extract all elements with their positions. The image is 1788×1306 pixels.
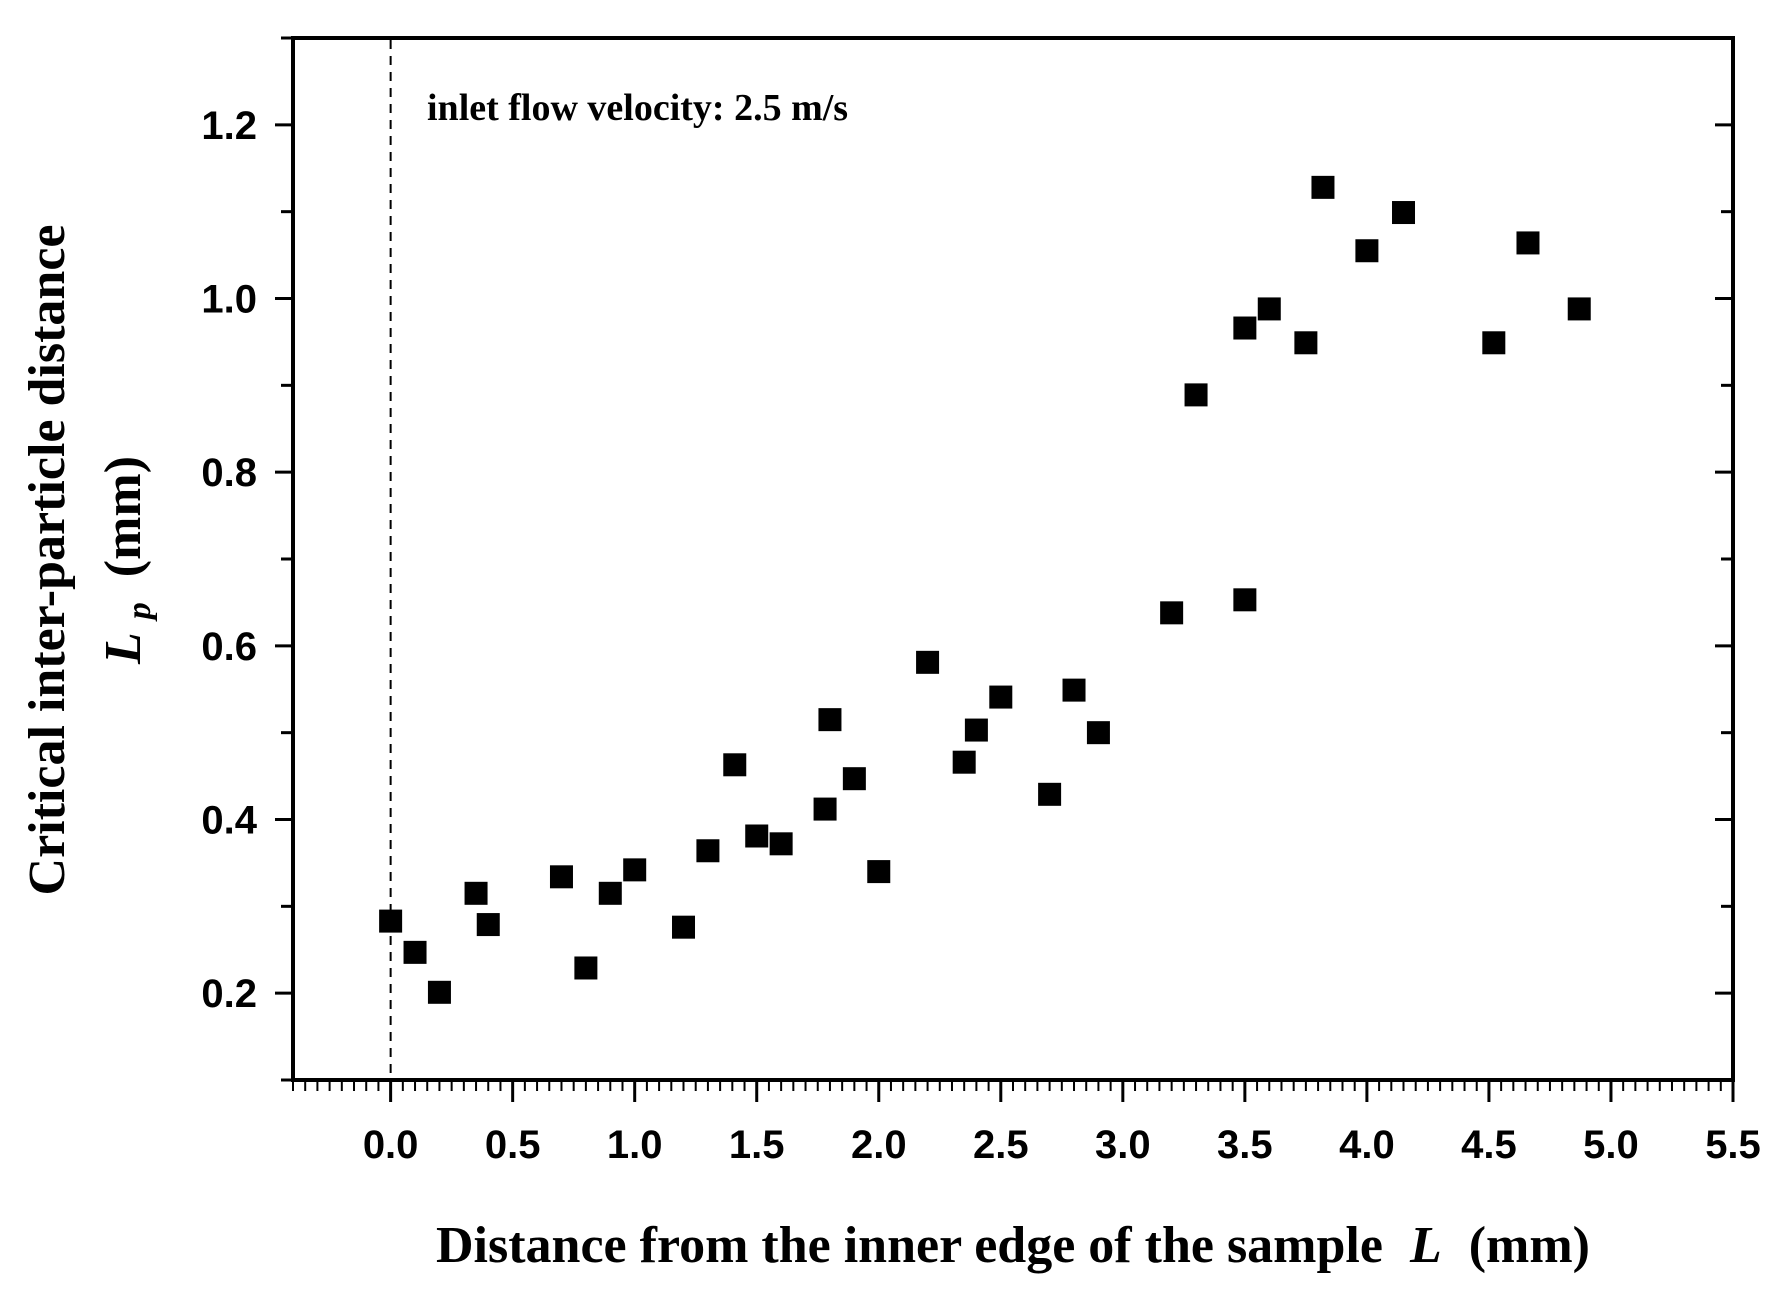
data-point [952,750,976,774]
data-point [813,797,837,821]
y-axis-title-line2: L p (mm) [95,456,162,665]
y-ticks [275,36,1733,1082]
x-major-ticks [389,1080,1735,1102]
x-tick-label: 4.0 [1339,1123,1395,1167]
data-point [403,940,427,964]
data-point [1516,231,1540,255]
x-tick-label: 3.0 [1095,1123,1151,1167]
data-point [1233,588,1257,612]
x-tick-label: 5.0 [1583,1123,1639,1167]
data-point [818,708,842,732]
data-point [598,881,622,905]
y-tick-label: 0.8 [201,451,257,495]
y-axis-title-line1: Critical inter-particle distance [19,225,76,896]
data-point [989,685,1013,709]
data-point [574,956,598,980]
data-point [723,753,747,777]
data-point [1184,383,1208,407]
data-point [1482,331,1506,355]
data-point [842,767,866,791]
data-point [476,913,500,937]
data-point [1038,782,1062,806]
data-point [1062,678,1086,702]
x-axis-title-unit: (mm) [1469,1217,1590,1274]
y-tick-labels: 0.2 0.4 0.6 0.8 1.0 1.2 [201,104,257,1016]
chart-annotation: inlet flow velocity: 2.5 m/s [427,87,848,129]
x-axis-title-var: L [1409,1217,1442,1274]
y-axis-title-unit: (mm) [95,456,152,577]
data-point [1257,297,1281,321]
y-tick-label: 0.2 [201,972,257,1016]
y-tick-label: 0.4 [201,799,257,843]
y-axis-title-var: L [95,632,152,665]
x-tick-label: 4.5 [1461,1123,1517,1167]
data-point [916,650,940,674]
data-point [672,915,696,939]
x-tick-label: 1.0 [607,1123,663,1167]
data-point [1311,175,1335,199]
data-points [379,175,1591,1004]
x-axis-title-text: Distance from the inner edge of the samp… [436,1217,1383,1274]
data-point [379,909,403,933]
y-tick-label: 1.0 [201,278,257,322]
x-tick-label: 2.0 [851,1123,907,1167]
data-point [1160,601,1184,625]
x-tick-label: 2.5 [973,1123,1029,1167]
y-axis-title: Critical inter-particle distance L p (mm… [19,225,162,896]
x-tick-label: 1.5 [729,1123,785,1167]
data-point [1392,201,1416,225]
data-point [1355,239,1379,263]
y-axis-title-subscript: p [121,602,158,622]
data-point [1233,316,1257,340]
x-axis-title: Distance from the inner edge of the samp… [436,1217,1590,1274]
data-point [769,832,793,856]
x-tick-labels: 0.0 0.5 1.0 1.5 2.0 2.5 3.0 3.5 4.0 4.5 5.0 5.5 [363,1123,1761,1167]
x-tick-label: 5.5 [1705,1123,1761,1167]
data-point [427,980,451,1004]
data-point [696,839,720,863]
y-tick-label: 1.2 [201,104,257,148]
y-tick-label: 0.6 [201,625,257,669]
x-tick-label: 0.5 [485,1123,541,1167]
data-point [1567,297,1591,321]
x-tick-label: 0.0 [363,1123,419,1167]
data-point [549,865,573,889]
data-point [867,860,891,884]
data-point [1086,721,1110,745]
data-point [964,718,988,742]
data-point [1294,331,1318,355]
data-point [464,881,488,905]
data-point [623,858,647,882]
x-tick-label: 3.5 [1217,1123,1273,1167]
data-point [745,824,769,848]
